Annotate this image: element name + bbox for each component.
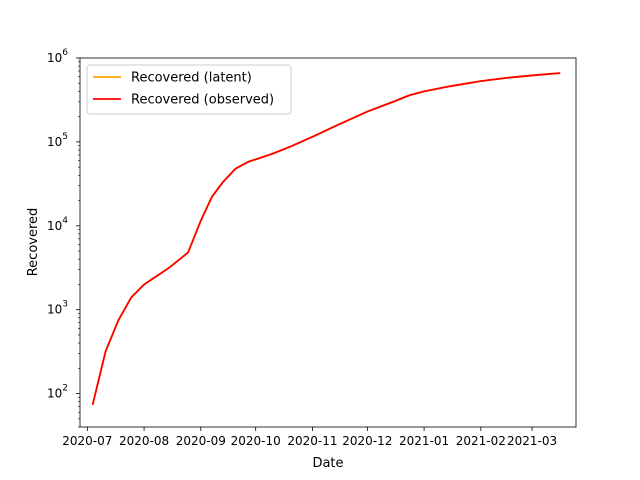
x-axis-label: Date	[312, 456, 343, 471]
y-tick-label: 103	[47, 300, 68, 317]
x-tick-label: 2020-10	[231, 434, 281, 448]
y-tick-exponent: 4	[62, 216, 68, 226]
legend-label: Recovered (latent)	[131, 71, 252, 86]
y-axis-label: Recovered	[26, 208, 41, 277]
y-tick-exponent: 6	[62, 48, 68, 58]
x-tick-label: 2020-09	[176, 434, 226, 448]
y-tick-label: 106	[47, 48, 68, 65]
y-tick-base: 10	[47, 135, 62, 149]
y-tick-label: 102	[47, 384, 68, 401]
x-tick-label: 2020-07	[62, 434, 112, 448]
x-tick-label: 2020-11	[287, 434, 337, 448]
y-tick-base: 10	[47, 219, 62, 233]
x-tick-label: 2021-03	[507, 434, 557, 448]
legend-label: Recovered (observed)	[131, 93, 274, 108]
legend: Recovered (latent) Recovered (observed)	[86, 64, 292, 115]
series-line-2	[91, 72, 561, 405]
y-tick-base: 10	[47, 387, 62, 401]
y-tick-exponent: 2	[62, 384, 68, 394]
x-tick-label: 2020-08	[119, 434, 169, 448]
series-layer	[91, 72, 561, 405]
y-tick-base: 10	[47, 303, 62, 317]
y-tick-label: 105	[47, 132, 68, 149]
legend-box	[86, 64, 292, 115]
y-tick-exponent: 3	[62, 300, 68, 310]
y-tick-label: 104	[47, 216, 68, 233]
x-tick-label: 2020-12	[342, 434, 392, 448]
y-tick-exponent: 5	[62, 132, 68, 142]
y-tick-base: 10	[47, 51, 62, 65]
x-tick-label: 2021-01	[399, 434, 449, 448]
x-tick-label: 2021-02	[456, 434, 506, 448]
axes-frame	[79, 57, 577, 428]
x-axis-ticks: 2020-07 2020-08 2020-09 2020-10 2020-11 2020-…	[62, 427, 557, 448]
